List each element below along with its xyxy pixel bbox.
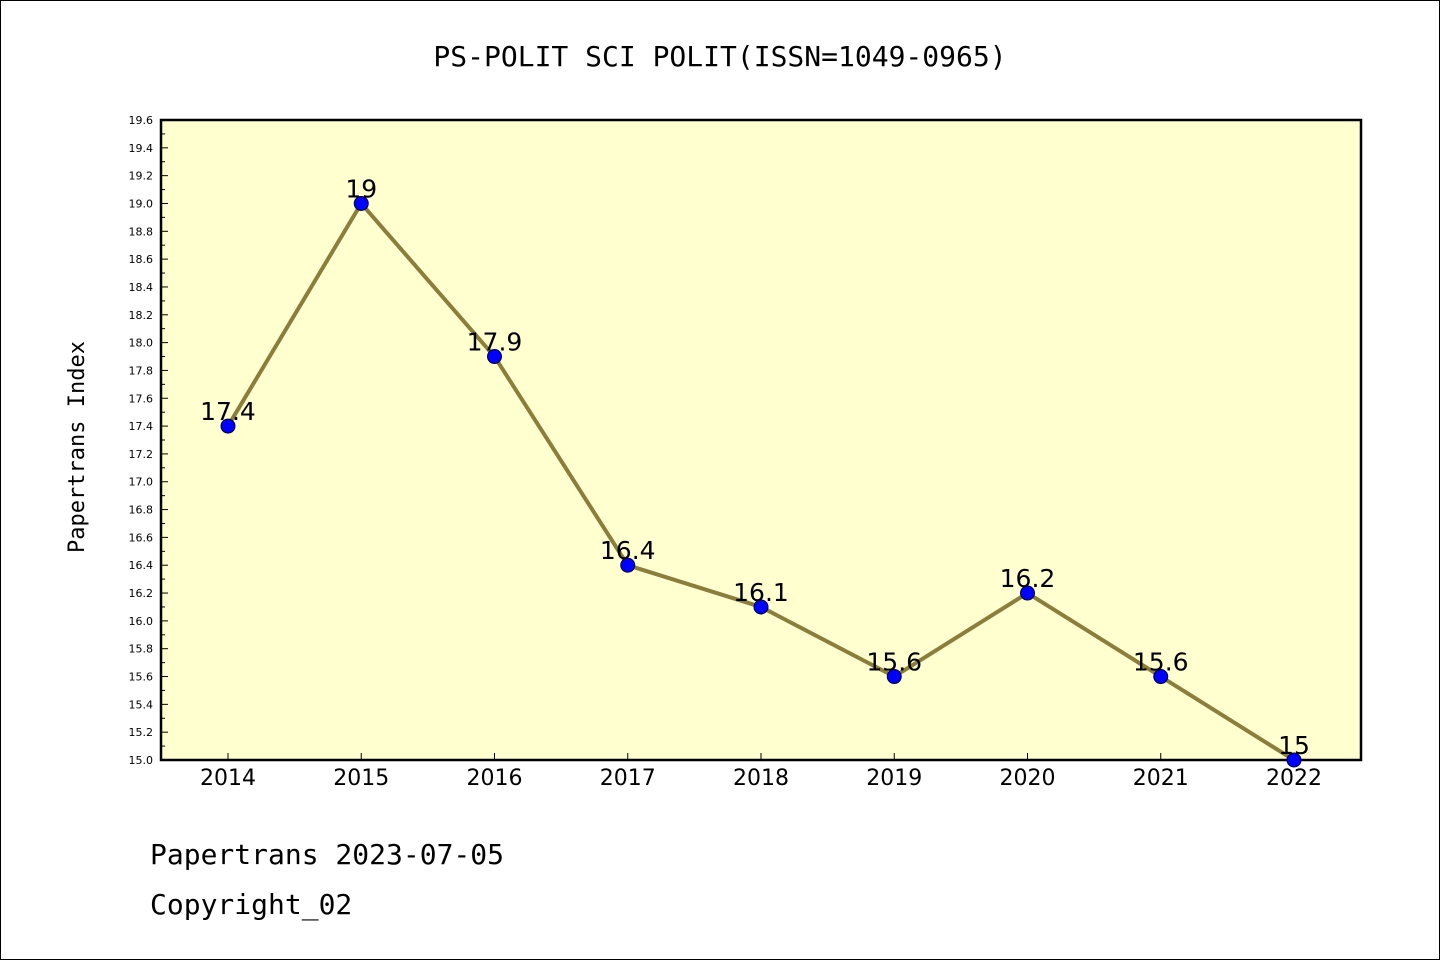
data-label-2019: 15.6 [866,648,922,677]
data-point-2015 [353,195,369,211]
series-line-group [220,195,1302,768]
footer-copyright: Copyright_02 [150,888,352,922]
x-tick-label-3: 2017 [600,766,656,791]
x-axis-ticks: 2014 2015 2016 2017 2018 2019 2020 2021 2022 [200,753,1322,791]
data-point-2014 [220,418,236,434]
x-tick-label-6: 2020 [1000,766,1056,791]
y-tick-label-6: 16.2 [129,587,154,600]
y-tick-label-16: 18.2 [129,309,154,322]
x-tick-label-8: 2022 [1266,766,1322,791]
x-tick-label-5: 2019 [866,766,922,791]
y-tick-label-1: 15.2 [129,726,154,739]
y-tick-label-5: 16.0 [129,615,154,628]
y-tick-label-8: 16.6 [129,531,154,544]
y-tick-label-10: 17.0 [129,476,154,489]
plot-area [159,118,1363,762]
y-tick-label-18: 18.6 [129,253,154,266]
x-tick-label-7: 2021 [1133,766,1189,791]
x-tick-label-1: 2015 [333,766,389,791]
x-tick-label-2: 2016 [467,766,523,791]
data-point-2021 [1153,669,1169,685]
data-label-2016: 17.9 [467,328,523,357]
chart-title: PS-POLIT SCI POLIT(ISSN=1049-0965) [433,40,1006,73]
data-label-2021: 15.6 [1133,648,1189,677]
data-label-2020: 16.2 [1000,564,1056,593]
data-point-2017 [620,557,636,573]
y-tick-label-0: 15.0 [129,754,154,767]
y-tick-label-4: 15.8 [129,643,154,656]
y-tick-label-2: 15.4 [129,698,154,711]
data-label-2017: 16.4 [600,536,656,565]
y-tick-label-7: 16.4 [129,559,154,572]
y-tick-label-23: 19.6 [129,114,154,127]
y-tick-label-15: 18.0 [129,337,154,350]
data-point-2022 [1286,752,1302,768]
y-tick-label-22: 19.4 [129,142,154,155]
data-label-2022: 15 [1278,731,1310,760]
data-label-2014: 17.4 [200,397,256,426]
data-point-2018 [753,599,769,615]
data-point-2020 [1020,585,1035,601]
footer-date: Papertrans 2023-07-05 [150,838,504,871]
y-tick-label-3: 15.6 [129,671,154,684]
y-tick-label-19: 18.8 [129,225,154,238]
y-axis-label: Papertrans Index [65,341,90,553]
y-tick-label-13: 17.6 [129,392,154,405]
data-point-2016 [487,349,502,365]
y-tick-label-14: 17.8 [129,364,154,377]
y-tick-label-11: 17.2 [129,448,154,461]
data-point-2019 [886,669,902,685]
y-tick-label-21: 19.2 [129,170,154,183]
y-tick-label-17: 18.4 [129,281,154,294]
data-label-2018: 16.1 [733,578,789,607]
y-axis-ticks: 15.0 15.2 15.4 15.6 15.8 16.0 16.2 16.4 16.6 16.8… [129,114,168,767]
x-tick-label-4: 2018 [733,766,789,791]
y-tick-label-12: 17.4 [129,420,154,433]
data-label-2015: 19 [345,174,377,203]
y-tick-label-9: 16.8 [129,504,154,517]
y-tick-label-20: 19.0 [129,197,154,210]
x-tick-label-0: 2014 [200,766,256,791]
data-labels: 17.4 19 17.9 16.4 16.1 15.6 16.2 15.6 15 [200,174,1310,760]
